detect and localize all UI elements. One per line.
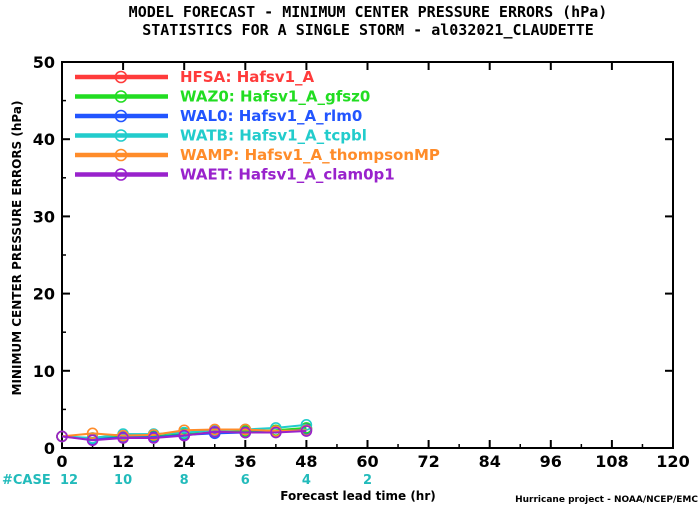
legend-entry-label: WAMP: Hafsv1_A_thompsonMP	[180, 146, 440, 164]
x-tick-label: 108	[595, 452, 628, 471]
x-tick-label: 12	[112, 452, 134, 471]
legend-swatch-marker	[114, 70, 128, 84]
legend-swatch-marker	[114, 109, 128, 123]
case-count-row: #CASE 12 10 8 6 4 2	[2, 473, 372, 488]
credit-text: Hurricane project - NOAA/NCEP/EMC	[515, 495, 698, 505]
plot-frame	[61, 61, 674, 449]
plot-area: 0 12 24 36 48 60 72 84 96 108 12001020304050HFSA: …	[2, 53, 690, 488]
x-tick-label: 84	[479, 452, 501, 471]
series-5	[56, 425, 313, 447]
legend-swatch-marker	[114, 168, 128, 181]
data-point	[86, 434, 99, 447]
data-point	[86, 427, 99, 440]
x-tick-label: 0	[56, 452, 67, 471]
legend-entry-label: WAL0: Hafsv1_A_rlm0	[180, 107, 362, 125]
case-count-value: 10	[114, 473, 132, 488]
legend-swatch-marker	[114, 90, 128, 103]
y-tick-label: 40	[33, 130, 55, 149]
legend-swatch-marker	[114, 148, 128, 162]
case-count-value: 12	[60, 473, 78, 488]
case-count-value: 4	[302, 473, 311, 488]
y-tick-label: 50	[33, 53, 55, 72]
x-tick-label: 60	[356, 452, 378, 471]
x-tick-label: 36	[234, 452, 256, 471]
legend-swatch-marker	[114, 129, 128, 142]
case-count-label: #CASE	[2, 473, 51, 488]
legend-entry-label: WAZ0: Hafsv1_A_gfsz0	[180, 88, 370, 106]
y-axis-label: MINIMUM CENTER PRESSURE ERRORS (hPa)	[10, 101, 24, 396]
data-point	[208, 425, 221, 438]
x-tick-label: 96	[540, 452, 562, 471]
chart-subtitle: STATISTICS FOR A SINGLE STORM - al032021…	[142, 21, 594, 39]
data-point	[147, 432, 160, 444]
data-point	[178, 429, 190, 442]
y-tick-label: 0	[44, 439, 55, 458]
x-axis-label: Forecast lead time (hr)	[280, 489, 436, 503]
legend: HFSA: Hafsv1_A WAZ0: Hafsv1_A_gfsz0WAL0: …	[75, 68, 440, 184]
legend-entry-label: WATB: Hafsv1_A_tcpbl	[180, 127, 367, 145]
legend-entry-label: HFSA: Hafsv1_A	[180, 68, 315, 86]
case-count-value: 8	[180, 473, 189, 488]
case-count-value: 6	[241, 473, 250, 488]
data-point	[147, 429, 160, 441]
x-tick-label: 72	[417, 452, 439, 471]
chart-title: MODEL FORECAST - MINIMUM CENTER PRESSURE…	[129, 3, 608, 21]
data-point	[56, 430, 68, 443]
series-line	[61, 423, 307, 439]
x-tick-label: 24	[173, 452, 195, 471]
y-tick-label: 20	[33, 285, 55, 304]
legend-entry-label: WAET: Hafsv1_A_clam0p1	[180, 166, 395, 184]
y-tick-label: 30	[33, 207, 55, 226]
case-count-value: 2	[363, 473, 372, 488]
data-point	[270, 426, 282, 439]
data-point	[239, 426, 252, 439]
series-line	[61, 430, 307, 442]
x-tick-label: 48	[295, 452, 317, 471]
y-tick-label: 10	[33, 362, 55, 381]
data-point	[300, 419, 313, 431]
data-point	[300, 425, 313, 437]
x-tick-label: 120	[656, 452, 689, 471]
data-point	[239, 423, 252, 436]
data-point	[117, 432, 129, 444]
